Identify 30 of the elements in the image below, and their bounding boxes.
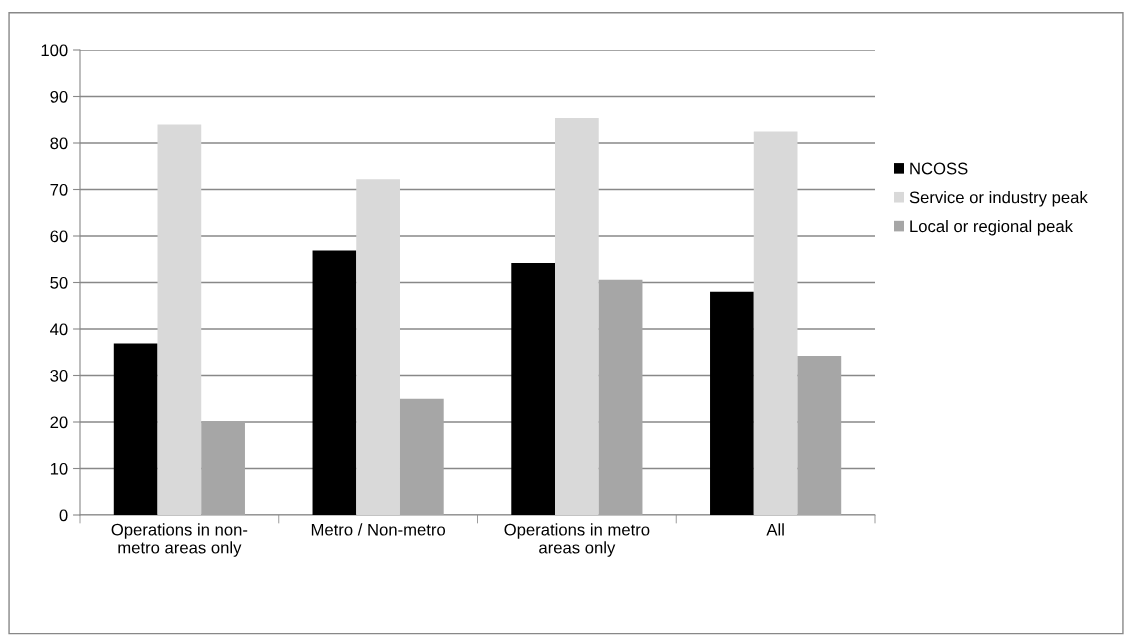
bar [753, 131, 798, 515]
bar [511, 262, 556, 515]
y-tick-label: 20 [50, 416, 68, 429]
bar [555, 117, 599, 515]
x-tick-label: All [766, 523, 784, 536]
y-tick-label: 0 [59, 509, 68, 522]
y-tick-label: 100 [41, 44, 68, 57]
y-tick-label: 80 [50, 137, 68, 150]
bar [399, 398, 444, 515]
bar [113, 343, 158, 515]
y-tick-label: 30 [50, 369, 68, 382]
y-tick-label: 60 [50, 230, 68, 243]
y-tick-label: 90 [50, 90, 68, 103]
bar [797, 355, 842, 515]
y-tick-label: 40 [50, 323, 68, 336]
legend-label: Service or industry peak [909, 191, 1088, 207]
y-tick-label: 50 [50, 276, 68, 289]
y-tick-label: 70 [50, 183, 68, 196]
bar [598, 279, 643, 515]
bar [710, 291, 754, 515]
x-tick-label: Operations in non- metro areas only [111, 523, 248, 557]
x-tick-label: Metro / Non-metro [311, 523, 446, 536]
bar [157, 124, 202, 515]
bar [312, 250, 357, 515]
y-tick-label: 10 [50, 462, 68, 475]
bar [201, 422, 245, 515]
x-tick-label: Operations in metro areas only [504, 523, 650, 557]
bar [356, 179, 400, 515]
legend-label: Local or regional peak [910, 219, 1073, 236]
legend-label: NCOSS [910, 162, 968, 175]
